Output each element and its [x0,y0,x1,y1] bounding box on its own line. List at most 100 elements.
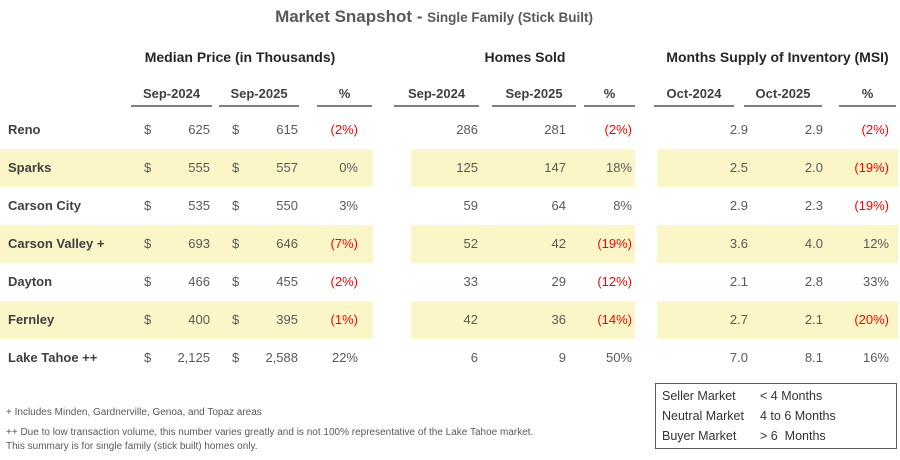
currency-symbol: $ [232,160,240,175]
cell-hs-2024: 33 [463,274,478,289]
currency-symbol: $ [232,312,240,327]
row-highlight-band [0,149,373,187]
cell-mp-2024: 400 [188,312,210,327]
cell-hs-2024: 42 [463,312,478,327]
column-header-mp-percent: % [317,82,372,107]
region-name: Dayton [8,274,53,289]
footnote-summary: This summary is for single family (stick… [6,441,258,452]
cell-msi-2025: 2.0 [804,160,823,175]
legend-value-buyer: > 6 Months [760,429,826,443]
currency-symbol: $ [144,236,152,251]
cell-msi-percent: 12% [862,236,889,251]
cell-mp-2025: 455 [276,274,298,289]
cell-hs-2025: 147 [544,160,566,175]
region-name: Sparks [8,160,52,175]
cell-mp-percent: (1%) [330,312,358,327]
cell-mp-2025: 557 [276,160,298,175]
column-header-hs-percent: % [584,82,635,107]
cell-msi-percent: (19%) [854,160,889,175]
cell-hs-2024: 59 [463,198,478,213]
legend-label-buyer: Buyer Market [662,429,737,443]
region-name: Lake Tahoe ++ [8,350,98,365]
title-separator: - [412,7,428,26]
cell-mp-2025: 2,588 [265,350,298,365]
table-row-dayton: Dayton $ 466 $ 455 (2%) 33 29 (12%) 2.1 … [0,263,900,301]
footnote-lake-tahoe: ++ Due to low transaction volume, this n… [6,427,534,438]
currency-symbol: $ [232,236,240,251]
cell-hs-percent: (12%) [597,274,632,289]
cell-mp-percent: (2%) [330,122,358,137]
legend-value-seller: < 4 Months [760,389,823,403]
cell-mp-2025: 646 [276,236,298,251]
row-highlight-band [657,149,898,187]
section-header-homes-sold: Homes Sold [484,49,566,65]
currency-symbol: $ [232,122,240,137]
cell-msi-2024: 2.1 [729,274,748,289]
section-header-msi: Months Supply of Inventory (MSI) [666,49,889,65]
column-header-hs-sep2025: Sep-2025 [492,82,576,107]
page-title: Market Snapshot - Single Family (Stick B… [0,7,868,27]
cell-msi-2024: 2.7 [729,312,748,327]
cell-mp-percent: (2%) [330,274,358,289]
currency-symbol: $ [144,198,152,213]
legend-row-seller: Seller Market < 4 Months [656,386,896,406]
legend-row-neutral: Neutral Market 4 to 6 Months [656,406,896,426]
cell-msi-2024: 3.6 [729,236,748,251]
column-header-hs-sep2024: Sep-2024 [394,82,479,107]
column-header-mp-sep2025: Sep-2025 [219,82,299,107]
currency-symbol: $ [144,122,152,137]
row-highlight-band [0,225,373,263]
cell-hs-2025: 64 [551,198,566,213]
cell-msi-2024: 2.5 [729,160,748,175]
cell-msi-percent: (20%) [854,312,889,327]
cell-hs-2024: 125 [456,160,478,175]
msi-legend-box: Seller Market < 4 Months Neutral Market … [655,383,897,449]
row-highlight-band [411,225,635,263]
cell-hs-2025: 29 [551,274,566,289]
currency-symbol: $ [232,198,240,213]
legend-label-seller: Seller Market [662,389,736,403]
cell-msi-2024: 2.9 [729,198,748,213]
legend-value-neutral: 4 to 6 Months [760,409,836,423]
currency-symbol: $ [144,350,152,365]
cell-msi-2025: 2.8 [804,274,823,289]
cell-mp-2025: 550 [276,198,298,213]
currency-symbol: $ [232,274,240,289]
cell-hs-2025: 9 [558,350,566,365]
cell-hs-percent: (14%) [597,312,632,327]
cell-hs-2025: 281 [544,122,566,137]
title-main: Market Snapshot [275,7,413,26]
cell-mp-percent: 22% [331,350,358,365]
cell-hs-percent: 50% [605,350,632,365]
title-subtitle: Single Family (Stick Built) [427,10,593,25]
cell-hs-percent: (2%) [604,122,632,137]
column-header-msi-oct2024: Oct-2024 [654,82,734,107]
cell-msi-2025: 8.1 [804,350,823,365]
currency-symbol: $ [232,350,240,365]
cell-hs-2024: 6 [470,350,478,365]
column-header-msi-percent: % [839,82,896,107]
cell-msi-percent: (19%) [854,198,889,213]
row-highlight-band [411,301,635,339]
section-header-median-price: Median Price (in Thousands) [144,49,336,65]
cell-msi-percent: (2%) [861,122,889,137]
currency-symbol: $ [144,312,152,327]
cell-mp-2024: 625 [188,122,210,137]
cell-hs-percent: 18% [605,160,632,175]
cell-hs-percent: (19%) [597,236,632,251]
cell-mp-2025: 615 [276,122,298,137]
cell-mp-percent: (7%) [330,236,358,251]
table-row-carson-city: Carson City $ 535 $ 550 3% 59 64 8% 2.9 … [0,187,900,225]
cell-msi-percent: 16% [862,350,889,365]
cell-mp-2024: 2,125 [177,350,210,365]
table-row-fernley: Fernley $ 400 $ 395 (1%) 42 36 (14%) 2.7… [0,301,900,339]
row-highlight-band [657,225,898,263]
currency-symbol: $ [144,160,152,175]
column-header-msi-oct2025: Oct-2025 [744,82,822,107]
cell-msi-2025: 4.0 [804,236,823,251]
table-row-carson-valley: Carson Valley + $ 693 $ 646 (7%) 52 42 (… [0,225,900,263]
table-row-reno: Reno $ 625 $ 615 (2%) 286 281 (2%) 2.9 2… [0,111,900,149]
row-highlight-band [657,301,898,339]
cell-mp-percent: 0% [339,160,358,175]
